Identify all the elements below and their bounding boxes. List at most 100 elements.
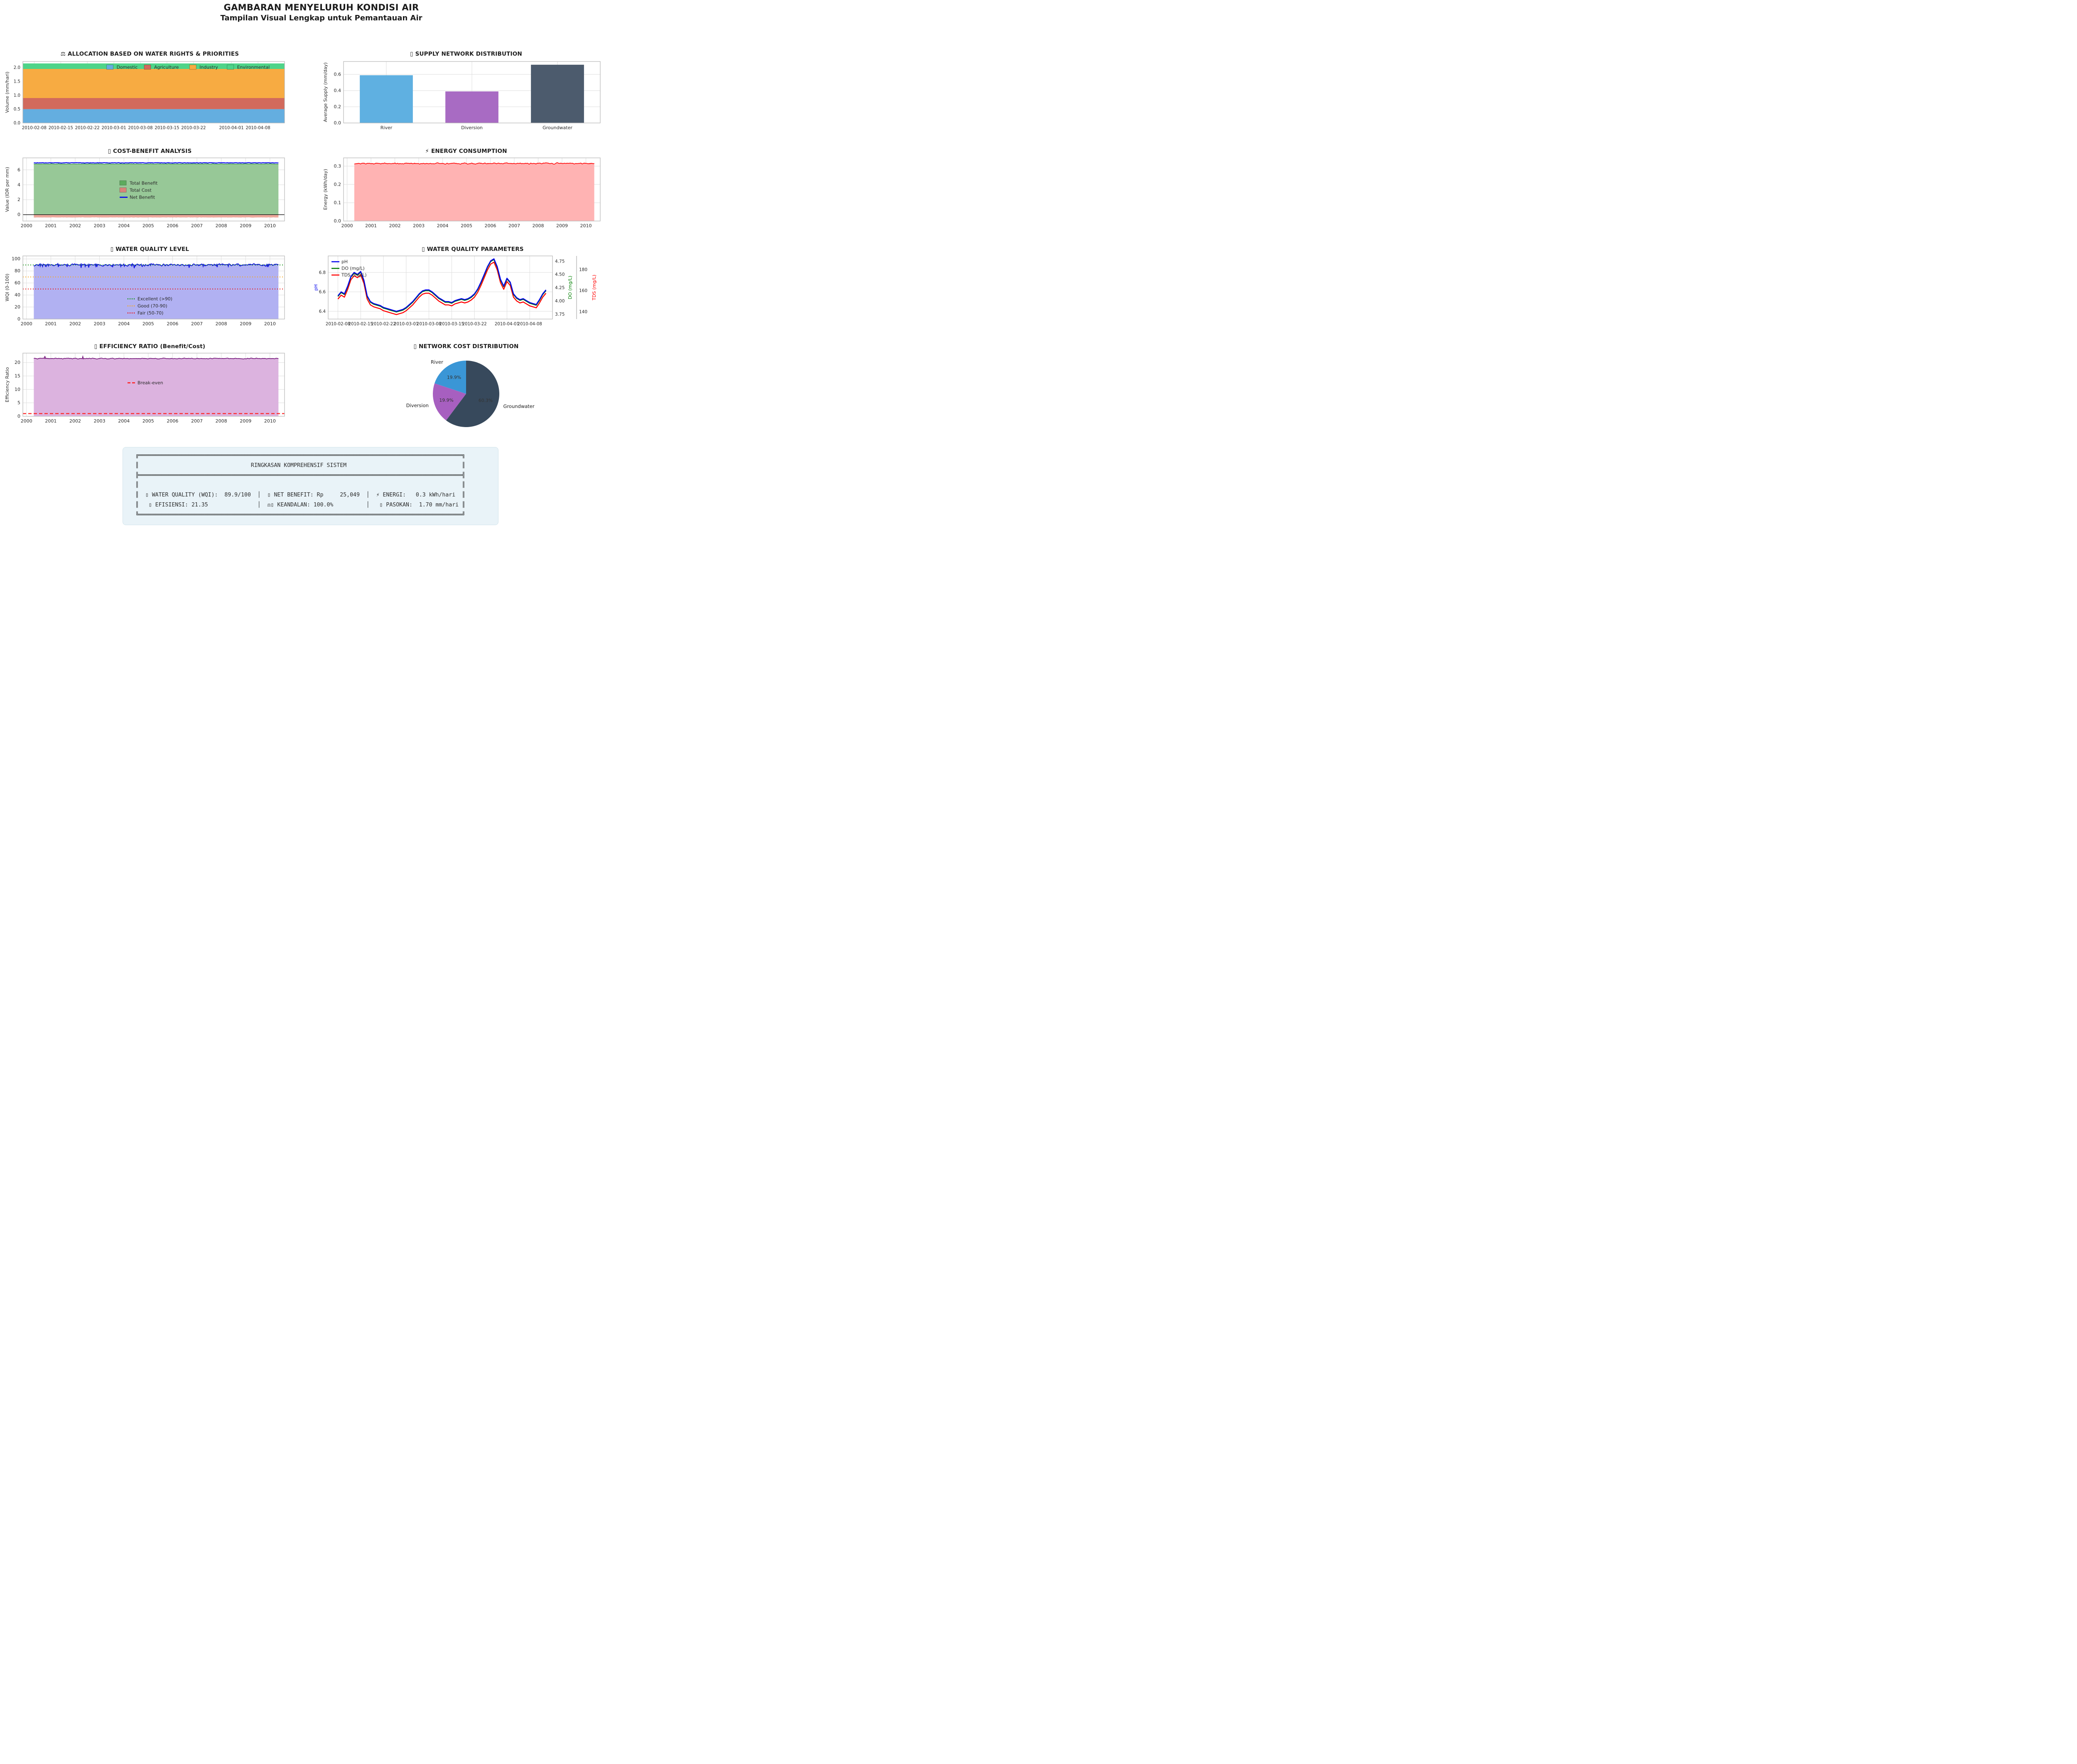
svg-text:2001: 2001 <box>45 418 56 424</box>
svg-text:Excellent (>90): Excellent (>90) <box>137 296 172 302</box>
svg-text:2010-04-01: 2010-04-01 <box>495 322 519 327</box>
svg-text:Domestic: Domestic <box>117 65 138 70</box>
svg-text:2010: 2010 <box>264 418 276 424</box>
panel-energy: ⚡ ENERGY CONSUMPTION 2000 2001 2002 2003 200… <box>321 148 611 238</box>
svg-text:2010-02-08: 2010-02-08 <box>22 126 47 130</box>
svg-text:2008: 2008 <box>533 223 544 228</box>
svg-text:6.8: 6.8 <box>319 270 326 275</box>
efficiency-area-chart: 2000 2001 2002 2003 2004 2005 2006 2007 2008 2009… <box>5 353 285 424</box>
svg-text:2000: 2000 <box>21 418 32 424</box>
svg-text:2010-03-15: 2010-03-15 <box>155 126 179 130</box>
svg-text:2004: 2004 <box>437 223 449 228</box>
svg-text:0.2: 0.2 <box>334 104 341 110</box>
svg-text:0: 0 <box>17 317 20 322</box>
panel-allocation: ⚖ ALLOCATION BASED ON WATER RIGHTS & PRI… <box>3 51 296 141</box>
svg-text:2009: 2009 <box>240 321 251 327</box>
title-line-2: Tampilan Visual Lengkap untuk Pemantauan… <box>220 14 422 22</box>
svg-text:1.5: 1.5 <box>14 80 20 84</box>
wqi-area-chart: 2000 2001 2002 2003 2004 2005 2006 2007 2008 2009… <box>5 256 285 327</box>
svg-text:0: 0 <box>17 212 20 217</box>
svg-text:2010-03-01: 2010-03-01 <box>394 322 418 327</box>
svg-text:2003: 2003 <box>94 418 106 424</box>
svg-text:Break-even: Break-even <box>137 380 163 386</box>
chart-title-cost-benefit: ▯ COST-BENEFIT ANALYSIS <box>108 148 192 155</box>
svg-text:2006: 2006 <box>485 223 496 228</box>
svg-text:Average Supply (mm/day): Average Supply (mm/day) <box>323 62 328 122</box>
svg-text:3.75: 3.75 <box>555 312 565 317</box>
svg-text:4.50: 4.50 <box>555 272 565 277</box>
cost-benefit-area-chart: 2000 2001 2002 2003 2004 2005 2006 2007 2008 2009… <box>5 157 285 228</box>
svg-text:15: 15 <box>15 373 20 378</box>
svg-text:Fair (50-70): Fair (50-70) <box>137 310 164 316</box>
svg-text:Groundwater: Groundwater <box>503 403 535 409</box>
allocation-stacked-area-chart: 2010-02-08 2010-02-15 2010-02-22 2010-03-01… <box>5 61 285 130</box>
chart-title-network-cost: ▯ NETWORK COST DISTRIBUTION <box>413 343 519 350</box>
svg-text:2002: 2002 <box>69 418 81 424</box>
svg-text:0.0: 0.0 <box>14 121 20 126</box>
svg-text:20: 20 <box>15 360 20 365</box>
panel-network-cost: ▯ NETWORK COST DISTRIBUTION River 19.9% Di… <box>321 343 611 437</box>
svg-text:2003: 2003 <box>94 321 106 327</box>
svg-text:100: 100 <box>12 256 20 262</box>
svg-text:6.6: 6.6 <box>319 290 326 295</box>
svg-text:River: River <box>431 359 443 365</box>
svg-text:2010-03-01: 2010-03-01 <box>102 126 126 130</box>
svg-text:0.3: 0.3 <box>334 163 341 169</box>
svg-text:80: 80 <box>15 268 20 274</box>
svg-text:2000: 2000 <box>21 321 32 327</box>
svg-text:2010-02-22: 2010-02-22 <box>371 322 395 327</box>
svg-text:2002: 2002 <box>69 223 81 228</box>
svg-text:60.3%: 60.3% <box>479 398 493 403</box>
svg-text:2000: 2000 <box>341 223 353 228</box>
svg-text:6.4: 6.4 <box>319 310 326 314</box>
svg-text:2010-04-08: 2010-04-08 <box>518 322 542 327</box>
svg-text:60: 60 <box>15 280 20 286</box>
svg-text:TDS (mg/L): TDS (mg/L) <box>592 275 597 301</box>
svg-text:0.0: 0.0 <box>334 120 341 126</box>
svg-text:Diversion: Diversion <box>461 125 483 130</box>
water-dashboard: GAMBARAN MENYELURUH KONDISI AIR Tampilan… <box>0 0 643 528</box>
svg-text:19.9%: 19.9% <box>447 375 461 380</box>
svg-text:Value (IDR per mm): Value (IDR per mm) <box>5 167 10 212</box>
chart-title-wqi: ▯ WATER QUALITY LEVEL <box>110 246 189 253</box>
svg-text:DO (mg/L): DO (mg/L) <box>341 266 365 271</box>
svg-text:2002: 2002 <box>389 223 401 228</box>
svg-text:2001: 2001 <box>45 321 56 327</box>
svg-text:2: 2 <box>17 197 20 202</box>
panel-water-quality-parameters: ▯ WATER QUALITY PARAMETERS 2010-02-08 201… <box>312 246 633 336</box>
svg-text:Agriculture: Agriculture <box>154 65 179 70</box>
svg-text:2010-04-01: 2010-04-01 <box>219 126 244 130</box>
svg-text:140: 140 <box>579 310 587 314</box>
svg-text:19.9%: 19.9% <box>439 398 454 403</box>
svg-text:6: 6 <box>17 167 20 172</box>
svg-text:Industry: Industry <box>199 65 218 70</box>
chart-title-allocation: ⚖ ALLOCATION BASED ON WATER RIGHTS & PRI… <box>60 51 239 57</box>
svg-text:2006: 2006 <box>167 321 178 327</box>
svg-text:2010-03-15: 2010-03-15 <box>439 322 464 327</box>
svg-text:2010-02-15: 2010-02-15 <box>49 126 73 130</box>
svg-text:4.25: 4.25 <box>555 285 565 290</box>
svg-text:180: 180 <box>579 267 587 272</box>
svg-text:2007: 2007 <box>191 418 203 424</box>
svg-text:pH: pH <box>313 284 319 290</box>
svg-text:0.5: 0.5 <box>14 107 20 112</box>
svg-text:2010-04-08: 2010-04-08 <box>246 126 270 130</box>
svg-text:2009: 2009 <box>240 223 251 228</box>
chart-title-energy: ⚡ ENERGY CONSUMPTION <box>425 148 507 155</box>
svg-text:5: 5 <box>17 400 20 405</box>
panel-cost-benefit: ▯ COST-BENEFIT ANALYSIS 2000 2001 2002 2003… <box>3 148 296 238</box>
chart-title-supply: ▯ SUPPLY NETWORK DISTRIBUTION <box>410 51 522 57</box>
svg-text:2007: 2007 <box>191 223 203 228</box>
svg-text:1.0: 1.0 <box>14 93 20 98</box>
svg-text:10: 10 <box>15 387 20 392</box>
svg-text:TDS (mg/L): TDS (mg/L) <box>341 273 367 278</box>
summary-text: ╔═══════════════════════════════════════… <box>135 452 465 518</box>
svg-text:2009: 2009 <box>556 223 568 228</box>
title-line-1: GAMBARAN MENYELURUH KONDISI AIR <box>223 2 419 12</box>
svg-text:WQI (0-100): WQI (0-100) <box>5 274 10 302</box>
svg-text:2001: 2001 <box>365 223 377 228</box>
svg-text:20: 20 <box>15 305 20 310</box>
svg-text:2002: 2002 <box>69 321 81 327</box>
svg-text:Efficiency Ratio: Efficiency Ratio <box>5 367 10 402</box>
svg-text:2010-03-22: 2010-03-22 <box>181 126 206 130</box>
